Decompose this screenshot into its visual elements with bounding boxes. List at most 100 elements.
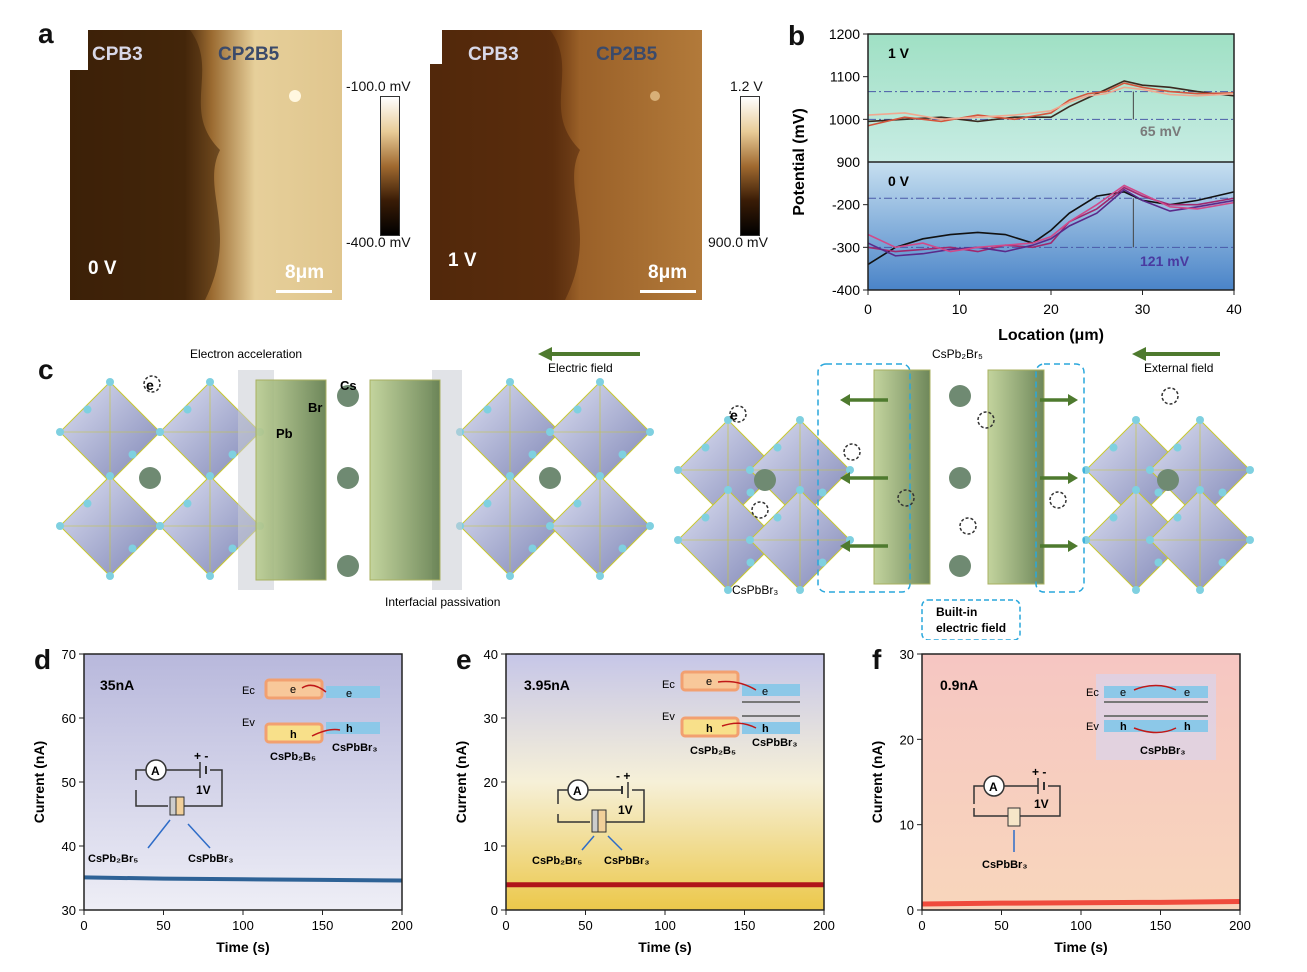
- d-polarity: + -: [194, 749, 208, 763]
- b-y-tick-label: 1100: [830, 69, 860, 85]
- b-upper-diff: 65 mV: [1140, 123, 1182, 139]
- c-octahedron: [746, 416, 854, 524]
- d-hole-arrow: [311, 728, 341, 737]
- f-device: [1007, 807, 1021, 827]
- d-current-value: 35nA: [100, 677, 134, 693]
- c-electron-symbol-right: e: [730, 407, 738, 423]
- c-cs-atom: [337, 555, 359, 577]
- panel-label-b: b: [788, 20, 806, 51]
- kpfm-1v-bias: 1 V: [448, 250, 477, 271]
- current-chart-d: 0 50 100 150 200 30 40 50 60 70 Current (nA) Time…: [31, 647, 413, 955]
- c-cspb2br5-slab: [987, 369, 1045, 585]
- f-x-tick-label: 100: [1070, 918, 1092, 933]
- kpfm-1v-label-cp2b5: CP2B5: [596, 44, 658, 65]
- f-y-tick-label: 30: [900, 647, 914, 662]
- e-current-value: 3.95nA: [524, 677, 570, 693]
- f-x-tick-label: 200: [1229, 918, 1251, 933]
- c-builtin-line2: electric field: [936, 621, 1006, 635]
- d-y-axis-label: Current (nA): [31, 741, 47, 823]
- b-y-axis-label: Potential (mV): [791, 108, 808, 216]
- panel-label-e: e: [456, 644, 472, 675]
- e-y-tick-label: 10: [484, 839, 498, 854]
- b-lower-diff: 121 mV: [1140, 253, 1190, 269]
- kpfm-0v-bias: 0 V: [88, 258, 117, 279]
- d-ec-label: Ec: [242, 685, 255, 697]
- b-y-tick-label: 1200: [829, 28, 860, 42]
- e-pointer-right: [607, 835, 623, 851]
- f-band-ec: [1104, 686, 1208, 698]
- e-band-ev-right: [742, 722, 800, 734]
- b-x-tick-label: 20: [1043, 301, 1059, 317]
- e-h-left: h: [706, 723, 713, 735]
- kpfm-image-0v: [70, 30, 342, 300]
- c-carrier-icon: [1161, 387, 1179, 405]
- crystal-structure-schematic: Electron acceleration Electric field Int…: [56, 347, 1254, 640]
- e-ev-label: Ev: [662, 711, 675, 723]
- d-pointer-left: [147, 819, 171, 849]
- panel-label-c: c: [38, 354, 54, 385]
- kpfm-0v-label-cpb3: CPB3: [92, 44, 143, 65]
- e-circuit-wire: [557, 789, 645, 823]
- c-builtin-field-arrowhead: [840, 394, 850, 406]
- b-y-tick-label: -200: [832, 197, 860, 213]
- c-builtin-field-arrowhead: [840, 472, 850, 484]
- e-ec-label: Ec: [662, 679, 675, 691]
- d-pointer-right: [187, 823, 211, 849]
- c-electron-acceleration: Electron acceleration: [190, 347, 302, 361]
- e-e-left: e: [706, 676, 712, 688]
- c-carrier-icon: [959, 517, 977, 535]
- d-ammeter: [145, 759, 167, 781]
- d-x-tick-label: 0: [80, 918, 87, 933]
- f-h-left: h: [1120, 721, 1127, 733]
- c-carrier-icon: [897, 489, 915, 507]
- e-ammeter-symbol: A: [573, 784, 582, 798]
- e-device-left: [591, 809, 599, 833]
- e-band-ev-left: [680, 716, 740, 738]
- f-x-tick-label: 0: [918, 918, 925, 933]
- c-electron-symbol-left: e: [146, 377, 154, 393]
- d-device-left: [169, 796, 177, 816]
- d-band-ev-left: [264, 722, 324, 744]
- c-cs-atom: [139, 467, 161, 489]
- e-e-right: e: [762, 686, 768, 698]
- c-cspb2br5-label: CsPb₂Br₅: [932, 347, 983, 361]
- e-y-tick-label: 40: [484, 647, 498, 662]
- d-ev-label: Ev: [242, 717, 255, 729]
- d-circuit-wire: [135, 769, 223, 807]
- b-lower-series-3: [867, 184, 1235, 253]
- f-y-tick-label: 10: [900, 818, 914, 833]
- kpfm-1v-scale-text: 8μm: [648, 262, 688, 283]
- f-ammeter: [983, 775, 1005, 797]
- c-interface-box-right: [1035, 363, 1085, 593]
- e-electron-arrow: [717, 680, 757, 691]
- b-lower-label: 0 V: [888, 173, 910, 189]
- d-circuit-left-label: CsPb₂Br₅: [88, 853, 138, 865]
- c-cs-atom: [949, 467, 971, 489]
- d-ammeter-symbol: A: [151, 764, 160, 778]
- b-y-tick-label: 1000: [829, 111, 860, 127]
- f-voltage: 1V: [1034, 797, 1049, 811]
- c-br-label: Br: [308, 400, 322, 415]
- colorbar-1v-max: 1.2 V: [730, 78, 763, 94]
- kpfm-0v-scale-bar: [276, 290, 332, 293]
- c-cspb2br5-slab: [369, 379, 441, 581]
- c-cs-atom: [949, 555, 971, 577]
- d-material-left: CsPb₂B₅: [270, 751, 316, 763]
- b-upper-series-0: [867, 80, 1235, 123]
- colorbar-0v-max: -100.0 mV: [346, 78, 411, 94]
- c-builtin-field-box: [921, 599, 1021, 640]
- b-x-axis-label: Location (μm): [998, 327, 1104, 344]
- e-material-right: CsPbBr₃: [752, 737, 797, 749]
- e-x-tick-label: 150: [734, 918, 756, 933]
- f-hole-arrow: [1133, 727, 1177, 734]
- kpfm-1v-label-cpb3: CPB3: [468, 44, 519, 65]
- d-band-ec-right: [326, 686, 380, 698]
- e-x-tick-label: 0: [502, 918, 509, 933]
- d-e-right: e: [346, 688, 352, 700]
- kpfm-image-1v: [430, 30, 702, 300]
- f-x-axis-label: Time (s): [1054, 939, 1107, 955]
- b-x-tick-label: 30: [1135, 301, 1151, 317]
- c-external-field: External field: [1144, 361, 1213, 375]
- e-y-axis-label: Current (nA): [453, 741, 469, 823]
- c-octahedron: [546, 378, 654, 486]
